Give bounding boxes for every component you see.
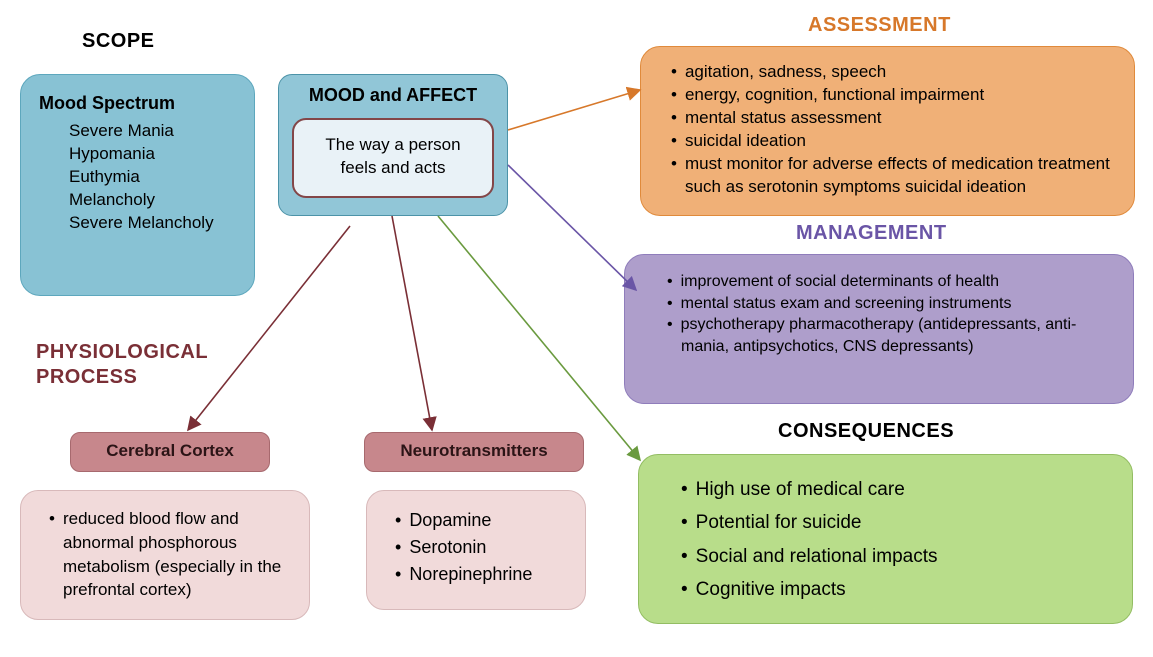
list-item: Dopamine bbox=[395, 507, 567, 534]
cerebral-header: Cerebral Cortex bbox=[71, 433, 269, 461]
list-item: Melancholy bbox=[69, 189, 254, 212]
list-item: mental status assessment bbox=[671, 107, 1116, 130]
scope-items: Severe ManiaHypomaniaEuthymiaMelancholyS… bbox=[21, 120, 254, 235]
consequences-box: High use of medical carePotential for su… bbox=[638, 454, 1133, 624]
neuro-header-box: Neurotransmitters bbox=[364, 432, 584, 472]
cerebral-body-box: reduced blood flow and abnormal phosphor… bbox=[20, 490, 310, 620]
arrow bbox=[392, 216, 432, 430]
center-inner-text: The way a person feels and acts bbox=[294, 120, 492, 194]
scope-box: Mood Spectrum Severe ManiaHypomaniaEuthy… bbox=[20, 74, 255, 296]
list-item: Social and relational impacts bbox=[681, 540, 1108, 573]
management-box: improvement of social determinants of he… bbox=[624, 254, 1134, 404]
list-item: Severe Melancholy bbox=[69, 212, 254, 235]
list-item: suicidal ideation bbox=[671, 130, 1116, 153]
neuro-list: DopamineSerotoninNorepinephrine bbox=[367, 491, 585, 602]
list-item: psychotherapy pharmacotherapy (antidepre… bbox=[667, 314, 1109, 357]
list-item: Potential for suicide bbox=[681, 506, 1108, 539]
scope-heading: Mood Spectrum bbox=[21, 75, 254, 120]
list-item: Cognitive impacts bbox=[681, 573, 1108, 606]
neuro-body-box: DopamineSerotoninNorepinephrine bbox=[366, 490, 586, 610]
assessment-list: agitation, sadness, speechenergy, cognit… bbox=[641, 47, 1134, 213]
management-list: improvement of social determinants of he… bbox=[625, 255, 1133, 371]
list-item: Hypomania bbox=[69, 143, 254, 166]
list-item: must monitor for adverse effects of medi… bbox=[671, 153, 1116, 199]
list-item: improvement of social determinants of he… bbox=[667, 271, 1109, 293]
list-item: Serotonin bbox=[395, 534, 567, 561]
arrow bbox=[508, 90, 640, 130]
list-item: High use of medical care bbox=[681, 473, 1108, 506]
list-item: Euthymia bbox=[69, 166, 254, 189]
cerebral-header-box: Cerebral Cortex bbox=[70, 432, 270, 472]
list-item: Norepinephrine bbox=[395, 561, 567, 588]
arrow bbox=[508, 165, 636, 290]
consequences-list: High use of medical carePotential for su… bbox=[639, 455, 1132, 620]
list-item: agitation, sadness, speech bbox=[671, 61, 1116, 84]
list-item: energy, cognition, functional impairment bbox=[671, 84, 1116, 107]
scope-title: SCOPE bbox=[82, 30, 155, 53]
center-title: MOOD and AFFECT bbox=[279, 75, 507, 106]
center-inner-box: The way a person feels and acts bbox=[292, 118, 494, 198]
management-title: MANAGEMENT bbox=[796, 222, 947, 245]
arrow bbox=[438, 216, 640, 460]
consequences-title: CONSEQUENCES bbox=[778, 420, 954, 443]
assessment-box: agitation, sadness, speechenergy, cognit… bbox=[640, 46, 1135, 216]
list-item: Severe Mania bbox=[69, 120, 254, 143]
assessment-title: ASSESSMENT bbox=[808, 14, 951, 37]
physio-title-text: PHYSIOLOGICAL PROCESS bbox=[36, 341, 208, 388]
physio-title: PHYSIOLOGICAL PROCESS bbox=[36, 340, 236, 390]
list-item: mental status exam and screening instrum… bbox=[667, 293, 1109, 315]
list-item: reduced blood flow and abnormal phosphor… bbox=[49, 507, 291, 602]
cerebral-list: reduced blood flow and abnormal phosphor… bbox=[21, 491, 309, 616]
neuro-header: Neurotransmitters bbox=[365, 433, 583, 461]
